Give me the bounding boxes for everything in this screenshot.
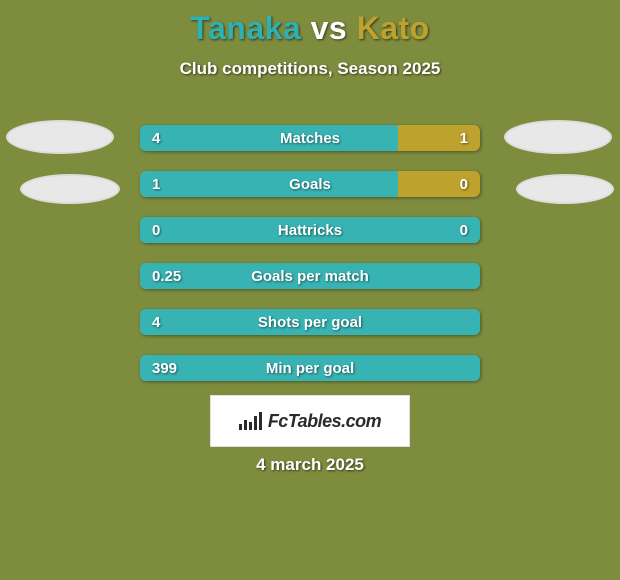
stats-bars: 4Matches11Goals00Hattricks00.25Goals per… [140,125,480,401]
player2-name: Kato [357,10,430,46]
stat-right-value: 0 [460,171,468,197]
logo-bar [254,416,257,430]
stat-label: Goals [140,171,480,197]
logo-bar [239,424,242,430]
stat-bar-row: 0.25Goals per match [140,263,480,289]
stat-bar-row: 0Hattricks0 [140,217,480,243]
logo-box: FcTables.com [210,395,410,447]
logo-text: FcTables.com [268,411,381,432]
stat-label: Goals per match [140,263,480,289]
stat-label: Shots per goal [140,309,480,335]
stat-bar-row: 4Shots per goal [140,309,480,335]
stat-label: Matches [140,125,480,151]
placeholder-oval [504,120,612,154]
logo-bars-icon [239,412,262,430]
stat-label: Hattricks [140,217,480,243]
stat-bar-row: 1Goals0 [140,171,480,197]
subtitle: Club competitions, Season 2025 [0,59,620,79]
placeholder-oval [6,120,114,154]
placeholder-oval [20,174,120,204]
stat-right-value: 1 [460,125,468,151]
player1-name: Tanaka [190,10,301,46]
logo-bar [249,422,252,430]
placeholder-oval [516,174,614,204]
title-vs: vs [311,10,348,46]
date-label: 4 march 2025 [0,455,620,475]
logo-bar [244,420,247,430]
stat-label: Min per goal [140,355,480,381]
comparison-canvas: Tanaka vs Kato Club competitions, Season… [0,0,620,580]
stat-bar-row: 399Min per goal [140,355,480,381]
logo-bar [259,412,262,430]
page-title: Tanaka vs Kato [0,0,620,47]
stat-bar-row: 4Matches1 [140,125,480,151]
stat-right-value: 0 [460,217,468,243]
